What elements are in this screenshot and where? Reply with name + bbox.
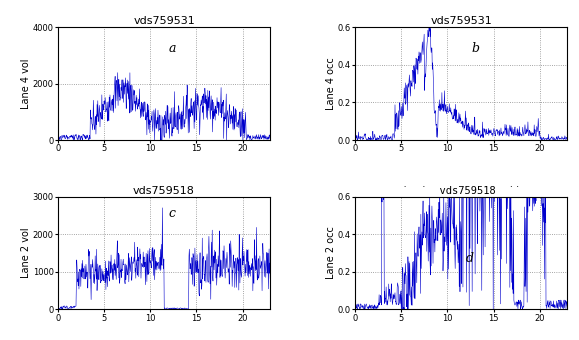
Y-axis label: Lane 4 vol: Lane 4 vol [21, 58, 31, 109]
Y-axis label: Lane 4 occ: Lane 4 occ [327, 57, 336, 110]
Title: ˙  ˙  vds759518  ˙˙: ˙ ˙ vds759518 ˙˙ [402, 186, 521, 196]
Title: vds759531: vds759531 [430, 16, 492, 27]
Title: vds759518: vds759518 [133, 186, 195, 196]
Y-axis label: Lane 2 vol: Lane 2 vol [21, 228, 31, 278]
Text: b: b [472, 42, 480, 55]
Y-axis label: Lane 2 occ: Lane 2 occ [327, 226, 336, 279]
Text: c: c [168, 207, 175, 220]
Text: a: a [168, 42, 176, 55]
Title: vds759531: vds759531 [133, 16, 195, 27]
Text: d: d [466, 252, 474, 265]
